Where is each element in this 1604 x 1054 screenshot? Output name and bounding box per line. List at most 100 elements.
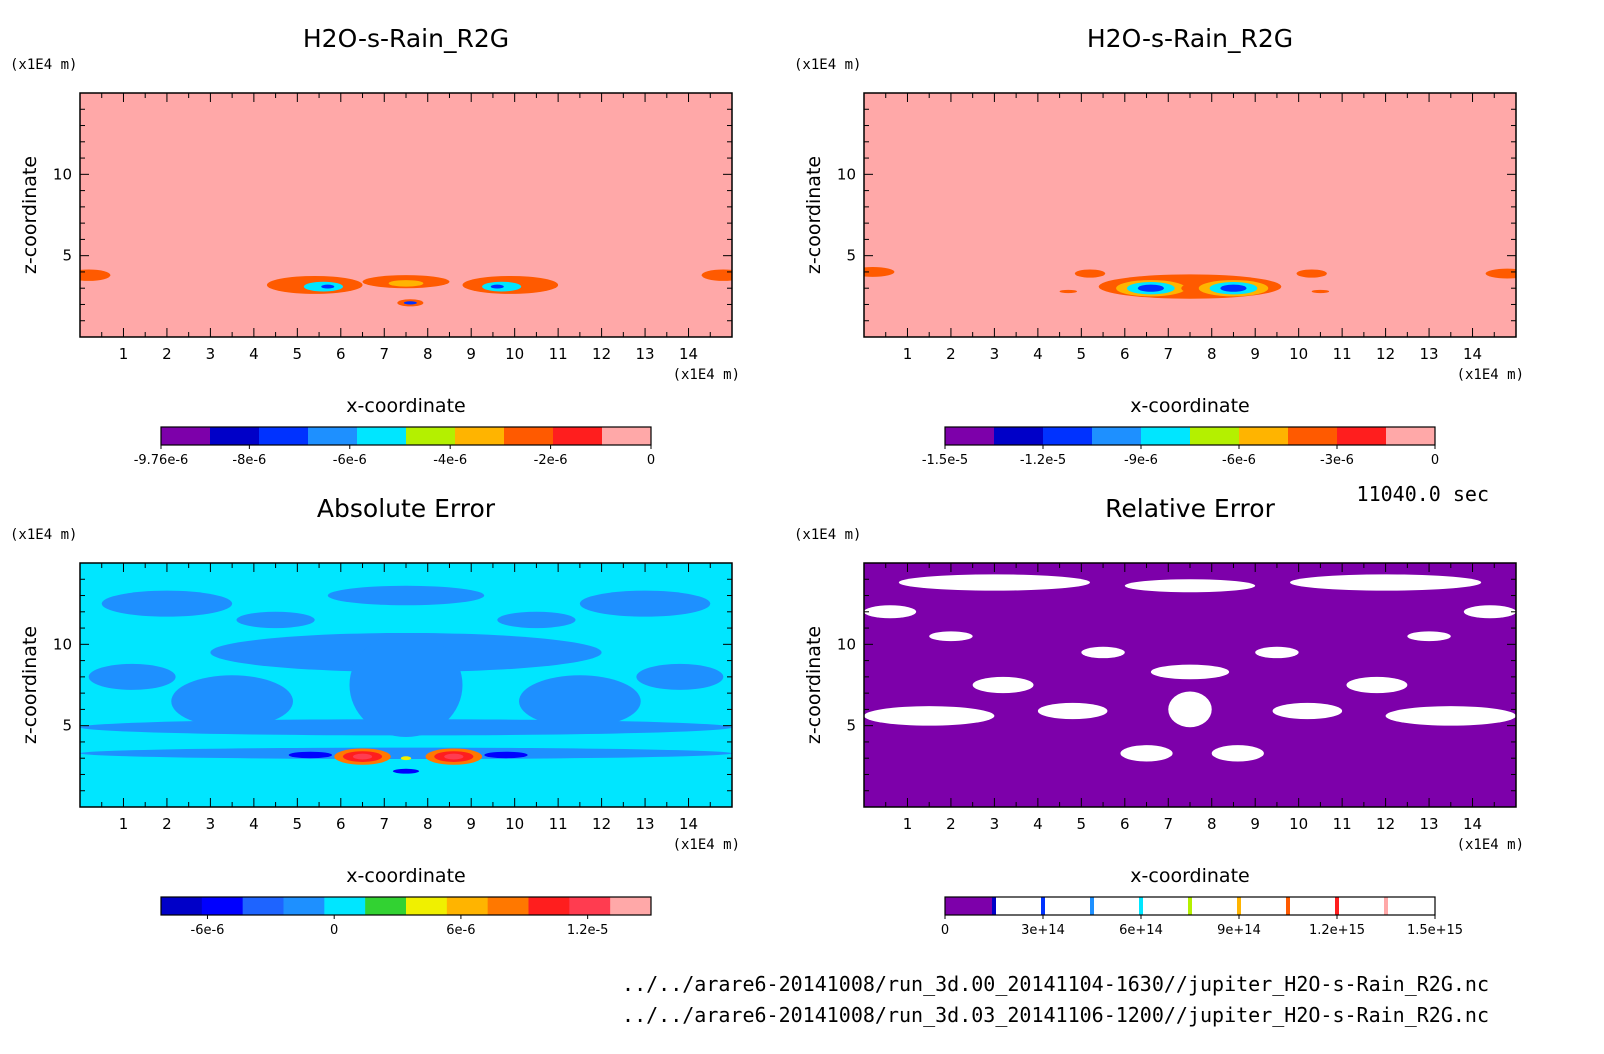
colorbar-segment [1141,897,1191,915]
colorbar-segment [1043,427,1093,445]
x-tick-label: 5 [293,345,303,363]
colorbar-tick-label: 0 [941,923,949,938]
x-tick-label: 5 [293,815,303,833]
colorbar-segment [1239,897,1289,915]
colorbar-segment [1190,897,1240,915]
colorbar-segment [1092,427,1142,445]
colorbar-level-mark [1139,897,1143,915]
contour-region [1135,752,1149,757]
contour-region [1150,664,1230,680]
contour-region [1074,269,1106,278]
y-axis-label: z-coordinate [803,156,825,274]
colorbar-segment [1337,427,1387,445]
contour-region [864,267,895,277]
x-tick-label: 4 [249,815,259,833]
contour-region [1124,579,1256,593]
contour-field [80,269,732,307]
y-tick-label: 5 [846,717,856,735]
y-axis-label: z-coordinate [803,626,825,744]
contour-region [1255,646,1299,659]
contour-region [898,574,1091,591]
colorbar-tick-label: 0 [647,453,655,468]
x-tick-label: 14 [1463,815,1482,833]
x-tick-label: 9 [466,815,476,833]
contour-field [80,585,732,774]
file-path-2: ../../arare6-20141008/run_3d.03_20141106… [622,1003,1489,1027]
y-tick-label: 5 [846,247,856,265]
contour-region [1037,702,1108,720]
x-tick-label: 7 [1163,345,1173,363]
contour-field [864,267,1516,299]
colorbar-tick-label: 1.2e+15 [1309,923,1365,938]
y-unit-label: (x1E4 m) [10,57,77,73]
colorbar-segment [324,897,366,915]
colorbar-segment [1190,427,1240,445]
colorbar-level-mark [1237,897,1241,915]
x-tick-label: 8 [423,815,433,833]
x-tick-label: 10 [1289,345,1308,363]
x-tick-label: 11 [1333,815,1352,833]
colorbar-tick-label: -6e-6 [191,923,225,938]
panel-2: H2O-s-Rain_R2G(x1E4 m)1 2 3 4 5 6 7 8 9 10 11 12 13 1… [794,24,1524,468]
colorbar-segment [610,897,652,915]
colorbar-tick-label: -8e-6 [232,453,266,468]
x-tick-label: 3 [990,345,1000,363]
colorbar: -1.5e-5 -1.2e-5 -9e-6 -6e-6 -3e-6 0 [922,426,1439,468]
colorbar-tick-label: 1.5e+15 [1407,923,1463,938]
time-label: 11040.0 sec [1356,482,1489,506]
x-tick-label: 6 [336,345,346,363]
contour-region [321,284,335,289]
colorbar-segment [569,897,611,915]
y-unit-label: (x1E4 m) [10,527,77,543]
x-tick-label: 7 [1163,815,1173,833]
x-tick-label: 2 [946,815,956,833]
colorbar: 0 3e+14 6e+14 9e+14 1.2e+15 1.5e+15 [941,896,1463,938]
x-tick-label: 6 [336,815,346,833]
y-tick-label: 5 [62,717,72,735]
contour-region [444,753,464,760]
contour-region [101,590,233,617]
y-axis-label: z-coordinate [19,626,41,744]
contour-region [1081,646,1125,659]
x-tick-label: 10 [505,345,524,363]
colorbar-segment [406,427,456,445]
contour-region [1272,702,1343,720]
contour-region [327,585,485,606]
colorbar-level-mark [1286,897,1290,915]
contour-region [1311,289,1330,294]
panel-title: Absolute Error [317,494,496,523]
x-tick-label: 4 [1033,345,1043,363]
x-tick-label: 14 [1463,345,1482,363]
panel-title: H2O-s-Rain_R2G [303,24,509,53]
x-unit-label: (x1E4 m) [1457,837,1524,853]
contour-region [171,675,293,728]
x-tick-label: 11 [549,345,568,363]
contour-region [972,676,1034,694]
x-tick-label: 6 [1120,815,1130,833]
colorbar-segment [357,427,407,445]
y-unit-label: (x1E4 m) [794,527,861,543]
colorbar-segment [242,897,284,915]
colorbar-tick-label: -9e-6 [1124,453,1158,468]
contour-region [403,301,417,305]
colorbar: -6e-6 0 6e-6 1.2e-5 [160,896,652,938]
contour-region [1059,289,1077,294]
y-tick-label: 10 [53,635,72,653]
contour-region [636,663,724,690]
contour-region [388,280,424,287]
panel-4: Relative Error(x1E4 m)1 2 3 4 5 6 7 8 9 10 11 12 13 1… [794,494,1524,938]
x-tick-label: 13 [1420,345,1439,363]
colorbar-segment [446,897,489,915]
contour-region [1120,745,1173,762]
x-tick-label: 6 [1120,345,1130,363]
file-path-1: ../../arare6-20141008/run_3d.00_20141104… [622,972,1489,996]
colorbar-segment [1239,427,1289,445]
contour-region [400,756,412,761]
x-tick-label: 4 [1033,815,1043,833]
contour-region [519,675,641,728]
x-tick-label: 8 [423,345,433,363]
colorbar-tick-label: -3e-6 [1320,453,1354,468]
panel-3: Absolute Error(x1E4 m)1 2 3 4 5 6 7 8 9 10 11 12 13 1… [10,494,740,938]
colorbar-segment [994,897,1044,915]
